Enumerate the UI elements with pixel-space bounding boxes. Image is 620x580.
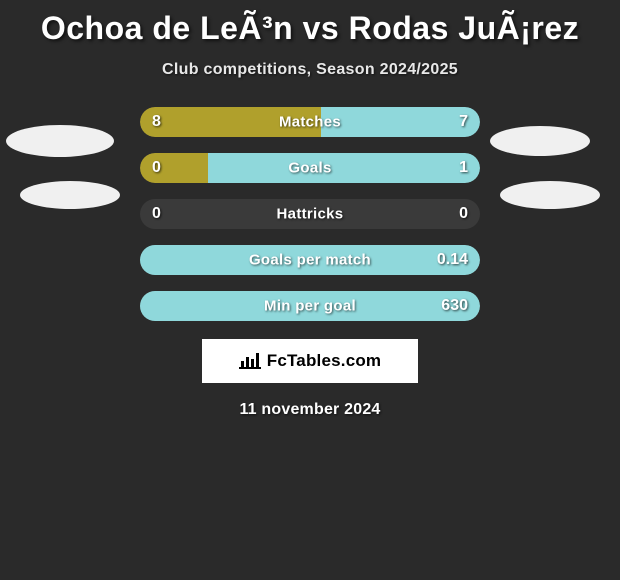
stat-row: 0 Goals 1 [140,153,480,183]
stat-row: 0 Hattricks 0 [140,199,480,229]
stat-value-right: 1 [459,159,468,177]
stat-row: Min per goal 630 [140,291,480,321]
chart-icon [239,351,261,371]
branding-text: FcTables.com [267,351,382,371]
team-blob-right-1 [490,126,590,156]
stat-value-right: 630 [441,297,468,315]
stat-row: 8 Matches 7 [140,107,480,137]
team-blob-left-1 [6,125,114,157]
footer-date: 11 november 2024 [0,401,620,419]
stat-label: Goals per match [140,252,480,269]
page-subtitle: Club competitions, Season 2024/2025 [0,61,620,79]
team-blob-left-2 [20,181,120,209]
page-title: Ochoa de LeÃ³n vs Rodas JuÃ¡rez [0,0,620,47]
stat-label: Matches [140,114,480,131]
stat-value-right: 0 [459,205,468,223]
stat-rows: 8 Matches 7 0 Goals 1 0 Hattricks 0 Goal… [140,107,480,321]
stat-row: Goals per match 0.14 [140,245,480,275]
stat-label: Hattricks [140,206,480,223]
stat-label: Goals [140,160,480,177]
stat-label: Min per goal [140,298,480,315]
branding-box: FcTables.com [202,339,418,383]
stat-value-right: 7 [459,113,468,131]
chart-area: 8 Matches 7 0 Goals 1 0 Hattricks 0 Goal… [0,107,620,419]
team-blob-right-2 [500,181,600,209]
stat-value-right: 0.14 [437,251,468,269]
